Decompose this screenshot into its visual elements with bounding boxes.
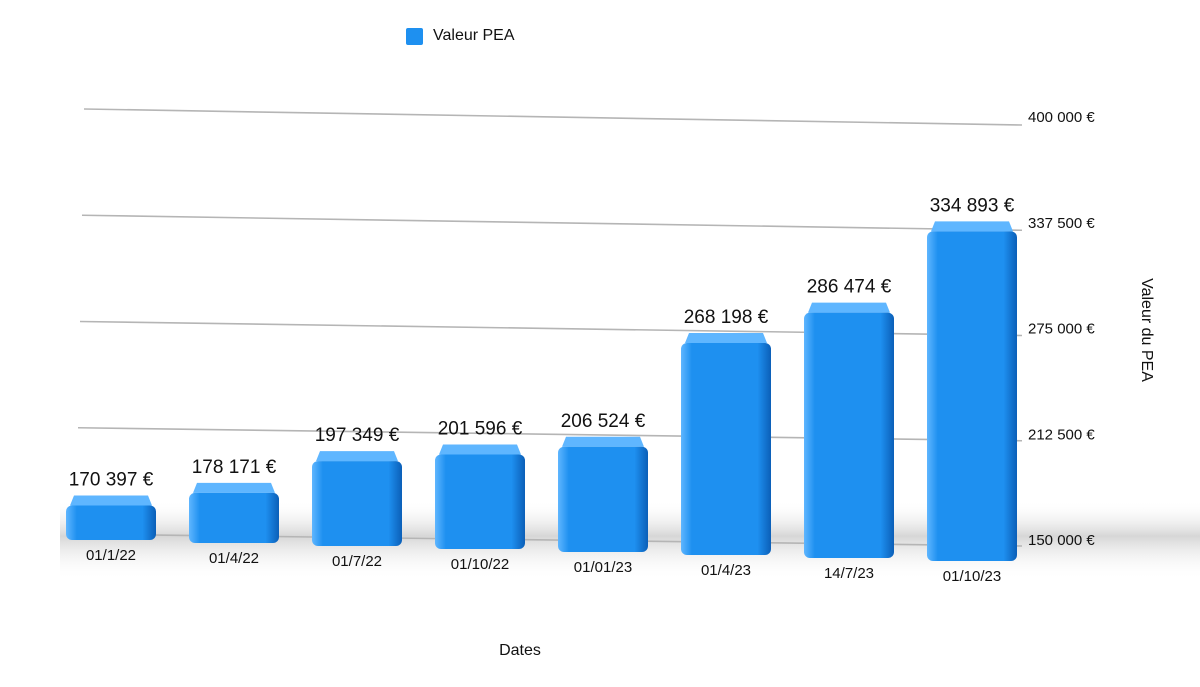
gridline: [81, 214, 1023, 232]
legend: Valeur PEA: [406, 27, 515, 45]
legend-label: Valeur PEA: [433, 27, 515, 44]
bar-top: [931, 221, 1013, 232]
bar-top: [316, 451, 398, 462]
bar: [312, 461, 402, 546]
y-tick-label: 337 500 €: [1028, 215, 1095, 232]
bar: [189, 492, 279, 543]
y-axis-title: Valeur du PEA: [1138, 278, 1155, 382]
bar-top: [439, 444, 521, 455]
x-tick-label: 01/4/23: [701, 562, 751, 579]
x-tick-label: 01/01/23: [574, 559, 632, 576]
bar: [927, 231, 1017, 562]
y-tick-label: 212 500 €: [1028, 426, 1095, 443]
gridline: [83, 108, 1023, 126]
bar-top: [193, 482, 275, 493]
bar-value-label: 197 349 €: [315, 425, 400, 446]
bar-value-label: 170 397 €: [69, 469, 154, 490]
y-tick-label: 400 000 €: [1028, 109, 1095, 126]
bar: [435, 454, 525, 549]
x-tick-label: 01/7/22: [332, 553, 382, 570]
bar: [66, 505, 156, 540]
x-tick-label: 14/7/23: [824, 565, 874, 582]
bar-top: [562, 436, 644, 447]
x-tick-label: 01/10/22: [451, 556, 509, 573]
bar: [681, 343, 771, 555]
bar-top: [808, 302, 890, 313]
bar-top: [685, 333, 767, 344]
y-tick-label: 275 000 €: [1028, 321, 1095, 338]
bar: [558, 446, 648, 552]
x-tick-label: 01/10/23: [943, 568, 1001, 585]
bar-value-label: 286 474 €: [807, 277, 892, 298]
y-tick-label: 150 000 €: [1028, 532, 1095, 549]
bar-value-label: 201 596 €: [438, 418, 523, 439]
x-axis-title: Dates: [499, 642, 541, 659]
bar: [804, 312, 894, 558]
x-tick-label: 01/1/22: [86, 547, 136, 564]
x-tick-label: 01/4/22: [209, 550, 259, 567]
bar-top: [70, 495, 152, 506]
bar-value-label: 178 171 €: [192, 457, 277, 478]
bar-value-label: 268 198 €: [684, 307, 769, 328]
legend-swatch: [406, 27, 423, 45]
bar-value-label: 206 524 €: [561, 411, 646, 432]
bar-value-label: 334 893 €: [930, 195, 1015, 216]
